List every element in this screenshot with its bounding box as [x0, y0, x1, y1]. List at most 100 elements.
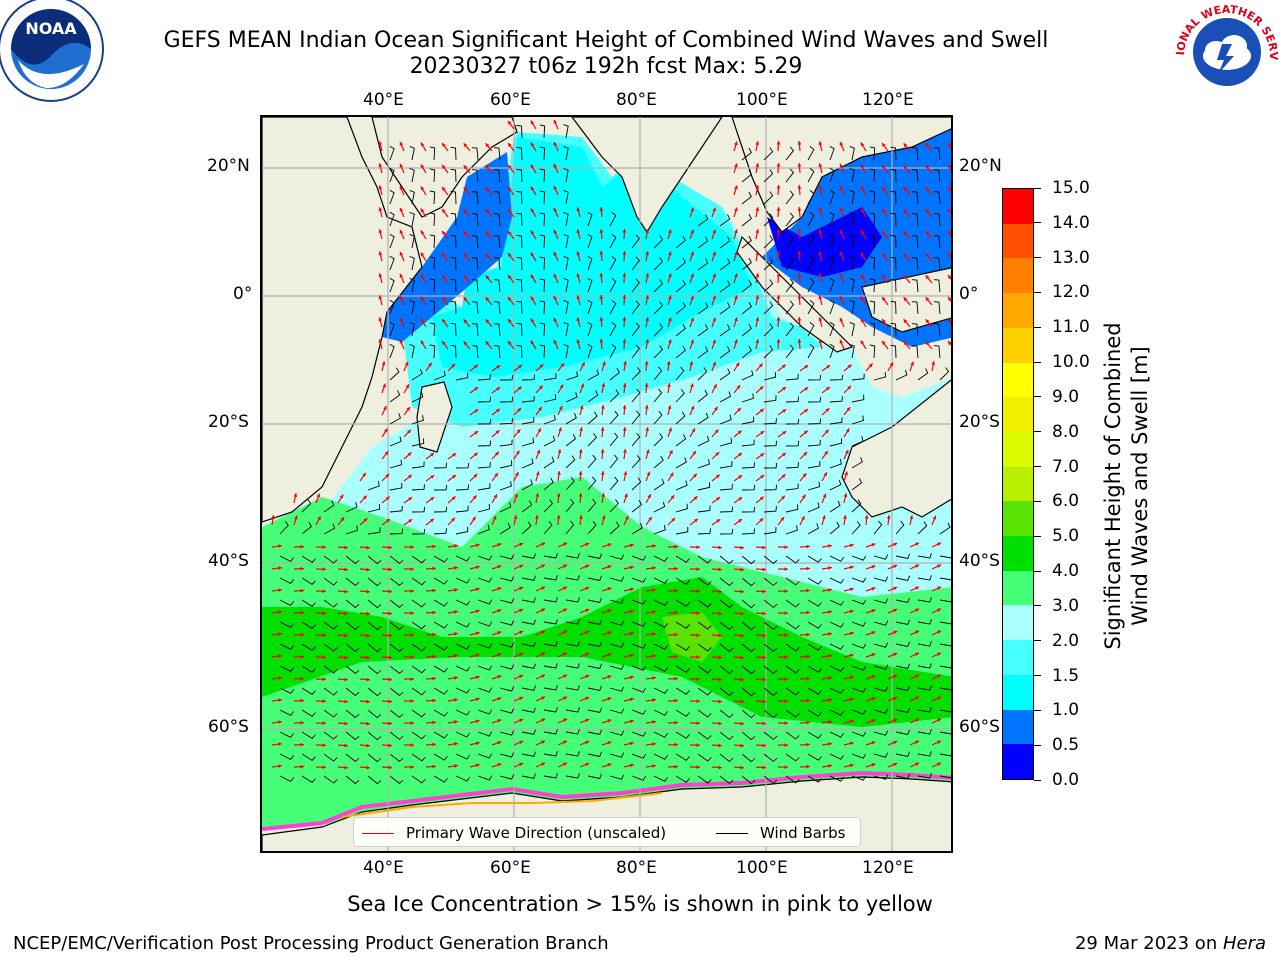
wind-barb	[411, 665, 426, 674]
wind-barb	[807, 322, 815, 337]
wind-barb	[917, 751, 932, 757]
wave-direction-arrowhead	[344, 699, 348, 704]
wave-direction-arrowhead	[454, 544, 458, 548]
colorbar-bin	[1003, 466, 1033, 502]
wind-barb	[493, 323, 501, 337]
wave-direction-arrowhead	[300, 588, 304, 593]
wind-barb	[873, 664, 889, 670]
wind-barb	[409, 278, 415, 293]
wave-direction-arrowhead	[485, 143, 490, 148]
wind-barb	[543, 751, 558, 757]
wind-barb	[521, 619, 536, 625]
wind-barb	[763, 462, 778, 469]
wind-barb	[763, 621, 778, 631]
wave-direction-arrowhead	[797, 163, 802, 167]
wave-direction-arrowhead	[541, 586, 546, 591]
wave-direction-arrowhead	[278, 632, 282, 637]
wind-barb	[499, 374, 514, 381]
lat-tick-right-20s: 20°S	[959, 412, 1000, 432]
wind-barb	[389, 436, 402, 447]
wind-barb	[499, 708, 515, 714]
wind-barb	[785, 731, 800, 740]
wave-direction-arrowhead	[507, 121, 512, 125]
wind-barb	[493, 257, 501, 271]
wave-direction-arrowhead	[925, 165, 930, 170]
wind-barb	[563, 190, 569, 205]
wave-direction-arrowhead	[948, 340, 951, 345]
wave-direction-arrowhead	[563, 674, 568, 679]
wave-direction-arrowhead	[740, 589, 744, 594]
wind-barb	[521, 773, 536, 779]
wind-barb	[719, 555, 734, 565]
wind-barb	[911, 279, 919, 293]
wind-barb	[323, 577, 338, 586]
wave-direction-arrowhead	[399, 251, 404, 256]
wave-direction-arrowhead	[821, 515, 826, 520]
wind-barb	[389, 577, 404, 586]
wind-barb	[851, 436, 864, 447]
wind-barb	[849, 322, 855, 337]
wind-barb	[851, 457, 863, 469]
wave-direction-arrowhead	[797, 273, 802, 277]
wave-direction-arrowhead	[410, 611, 414, 615]
wave-direction-arrowhead	[882, 296, 886, 301]
wave-direction-arrowhead	[652, 588, 656, 592]
wind-barb	[471, 345, 479, 359]
wind-barb	[631, 621, 647, 627]
wind-barb	[411, 506, 426, 513]
wave-direction-arrowhead	[420, 340, 425, 345]
wind-barb	[450, 146, 457, 161]
wind-barb	[516, 300, 523, 315]
wave-direction-arrowhead	[692, 450, 696, 455]
wave-direction-arrowhead	[420, 274, 425, 279]
wave-direction-arrowhead	[485, 341, 490, 346]
colorbar-tick-label: 7.0	[1052, 456, 1080, 477]
wave-direction-arrowhead	[388, 699, 392, 704]
wave-direction-arrowhead	[494, 472, 498, 477]
wave-direction-arrowhead	[599, 229, 604, 233]
wave-direction-arrowhead	[385, 496, 390, 501]
wind-barb	[763, 418, 777, 425]
wave-direction-arrowhead	[652, 720, 656, 724]
wind-barb	[631, 454, 641, 469]
wind-barb	[477, 665, 493, 671]
wind-barb	[719, 665, 734, 675]
wind-barb	[587, 233, 593, 249]
wind-barb	[829, 277, 835, 293]
wind-barb	[939, 709, 951, 713]
wind-barb	[741, 484, 756, 491]
wind-barb	[543, 414, 556, 425]
wave-direction-arrowhead	[784, 611, 788, 616]
wave-direction-arrowhead	[553, 185, 558, 190]
wave-direction-arrowhead	[607, 675, 612, 679]
wave-direction-arrowhead	[485, 231, 490, 236]
wind-barb	[917, 641, 932, 647]
colorbar-bin	[1003, 709, 1033, 745]
wind-barb	[389, 621, 404, 630]
wave-direction-arrowhead	[366, 743, 370, 748]
wave-direction-arrowhead	[860, 340, 865, 345]
wind-barb	[829, 709, 845, 716]
wind-barb	[301, 599, 316, 607]
wave-direction-arrowhead	[915, 564, 920, 569]
colorbar-title-line2: Wind Waves and Swell [m]	[1128, 346, 1152, 626]
wind-barb	[719, 414, 732, 425]
wind-barb	[675, 753, 690, 761]
wind-barb	[829, 753, 845, 760]
wind-barb	[939, 665, 951, 669]
wave-direction-arrowhead	[712, 361, 717, 366]
wind-barb	[543, 477, 554, 491]
wave-direction-arrowhead	[937, 696, 942, 701]
wind-barb	[389, 482, 403, 491]
wind-barb	[741, 506, 756, 513]
wave-direction-arrowhead	[599, 207, 604, 211]
wind-barb	[933, 257, 941, 271]
wave-direction-arrowhead	[576, 251, 581, 256]
wave-direction-arrowhead	[647, 494, 651, 499]
wind-barb	[807, 256, 815, 271]
lon-tick-bottom-100e: 100°E	[736, 858, 788, 878]
wind-barb	[807, 344, 815, 359]
wave-direction-arrowhead	[578, 471, 583, 475]
wave-direction-arrowhead	[668, 273, 672, 278]
wind-barb	[433, 643, 448, 651]
